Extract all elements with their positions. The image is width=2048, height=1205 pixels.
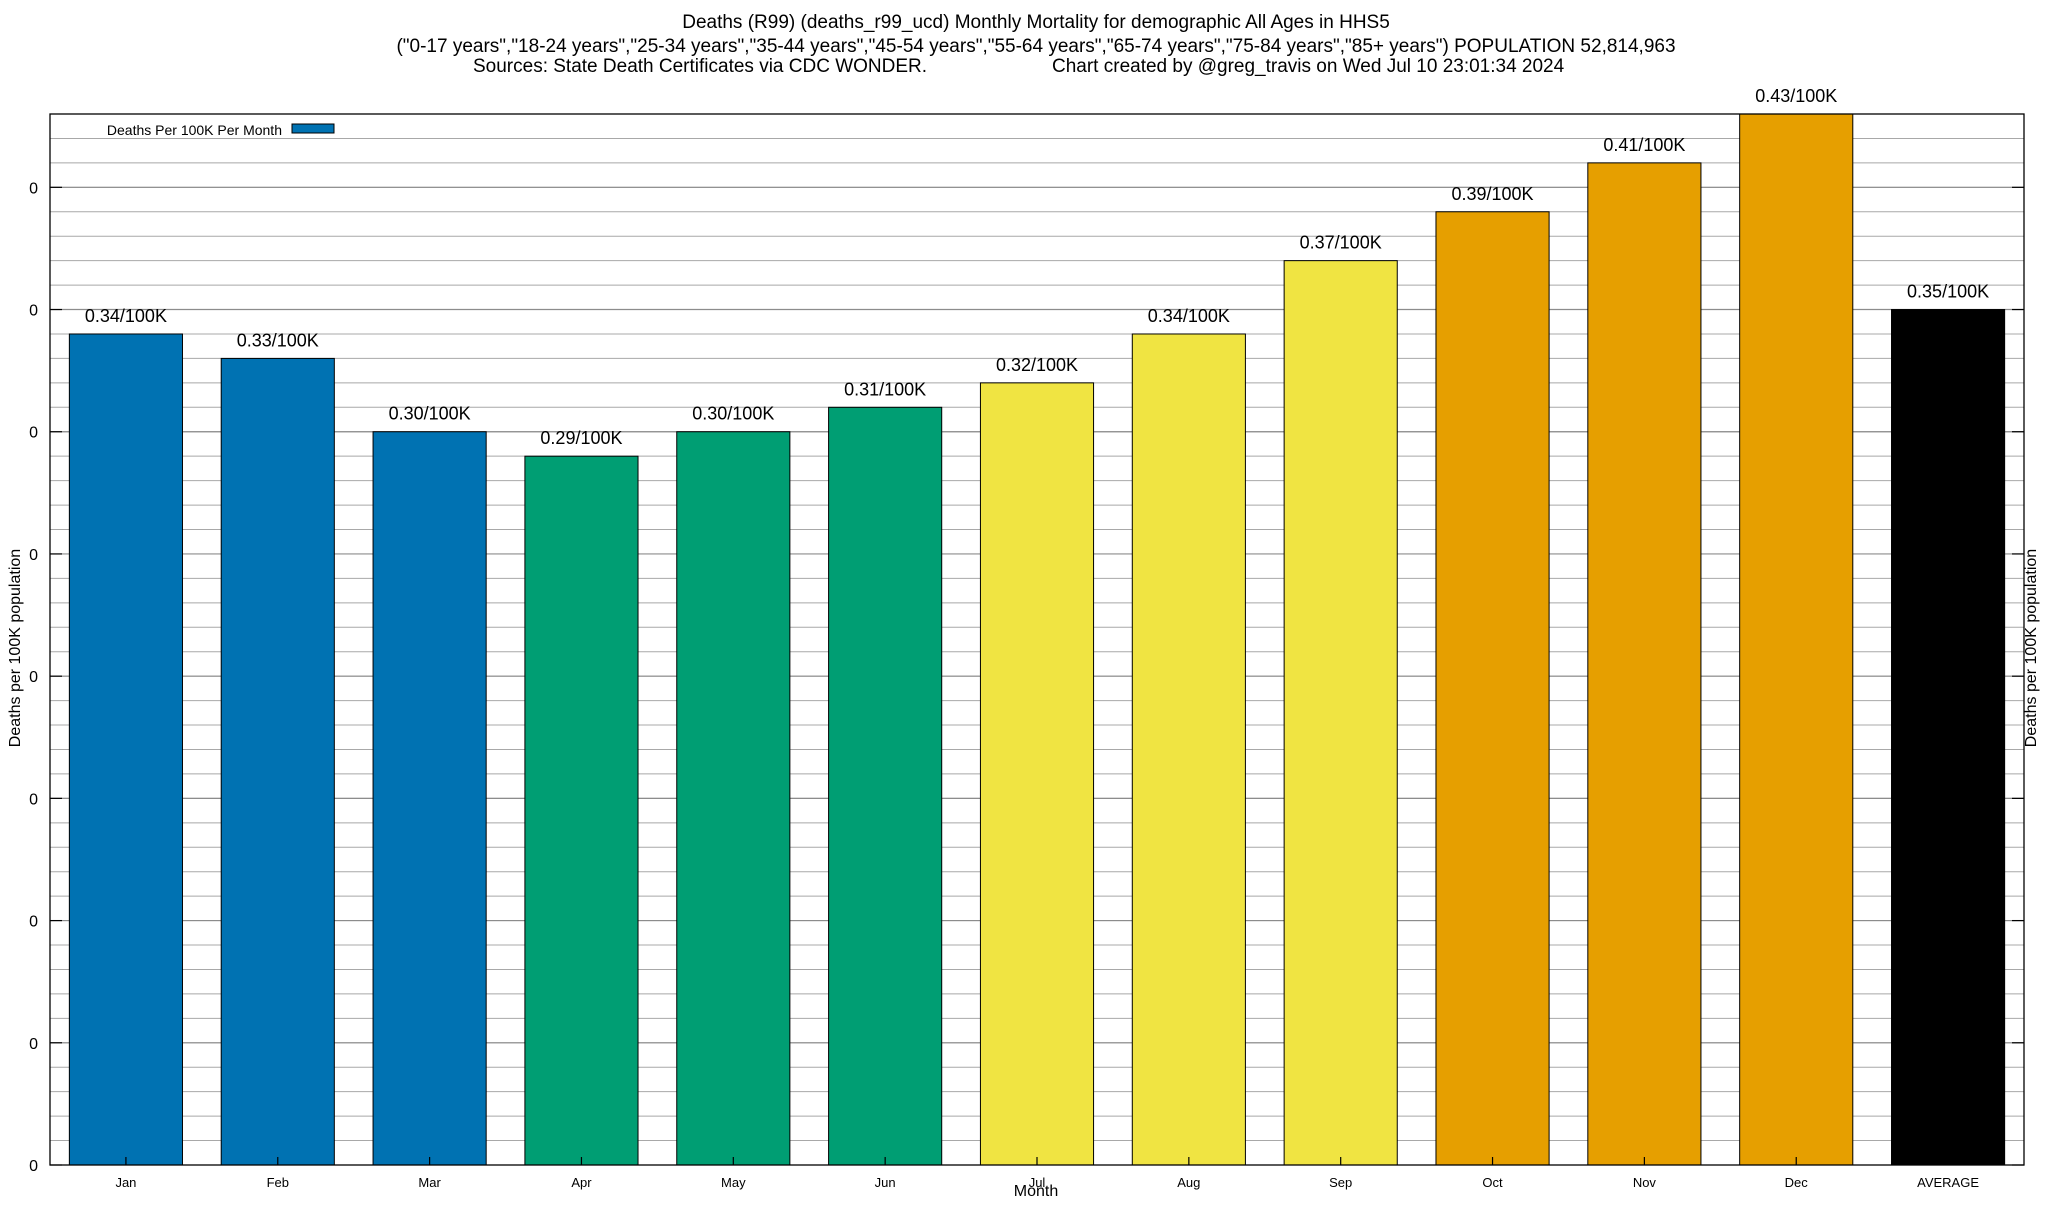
y-tick-label: 0: [29, 669, 38, 686]
y-tick-label: 0: [29, 914, 38, 931]
bar: [68, 333, 183, 1166]
legend: Deaths Per 100K Per Month: [107, 122, 335, 138]
y-tick-label: 0: [29, 303, 38, 320]
bars: [68, 113, 2006, 1166]
source-note: Sources: State Death Certificates via CD…: [473, 56, 927, 77]
x-tick-label: Sep: [1329, 1175, 1352, 1190]
x-tick-label: AVERAGE: [1917, 1175, 1979, 1190]
bar: [676, 431, 791, 1166]
x-tick-label: Nov: [1633, 1175, 1657, 1190]
x-tick-label: Feb: [267, 1175, 289, 1190]
y-tick-label: 0: [29, 1158, 38, 1175]
x-tick-label: Aug: [1177, 1175, 1200, 1190]
bar: [524, 455, 639, 1166]
bar-data-label: 0.32/100K: [996, 355, 1078, 375]
chart-title: Deaths (R99) (deaths_r99_ucd) Monthly Mo…: [682, 12, 1390, 33]
bar-data-label: 0.33/100K: [237, 330, 319, 350]
bar: [1739, 113, 1854, 1166]
legend-swatch: [291, 123, 335, 134]
y-tick-label: 0: [29, 1036, 38, 1053]
x-axis-title: Month: [1014, 1183, 1058, 1200]
bar: [979, 382, 1095, 1166]
bar-data-label: 0.30/100K: [389, 404, 471, 424]
bar-data-label: 0.29/100K: [540, 428, 622, 448]
y-tick-label: 0: [29, 547, 38, 564]
y-tick-label: 0: [29, 791, 38, 808]
bar: [1587, 162, 1702, 1166]
y-tick-label: 0: [29, 425, 38, 442]
bar-data-label: 0.43/100K: [1755, 86, 1837, 106]
credit-note: Chart created by @greg_travis on Wed Jul…: [1052, 56, 1565, 77]
x-tick-label: Mar: [418, 1175, 441, 1190]
bar-data-label: 0.30/100K: [692, 404, 774, 424]
bar: [828, 406, 943, 1166]
bar-data-label: 0.34/100K: [85, 306, 167, 326]
x-tick-label: Dec: [1785, 1175, 1809, 1190]
y-axis-title-left: Deaths per 100K population: [7, 549, 24, 747]
x-tick-label: May: [721, 1175, 746, 1190]
bar: [1131, 333, 1246, 1166]
x-tick-label: Jun: [875, 1175, 896, 1190]
y-tick-label: 0: [29, 180, 38, 197]
bar-data-label: 0.31/100K: [844, 379, 926, 399]
bar-data-label: 0.35/100K: [1907, 282, 1989, 302]
x-tick-label: Apr: [571, 1175, 592, 1190]
bar-data-label: 0.34/100K: [1148, 306, 1230, 326]
bar: [1891, 309, 2006, 1166]
bar-data-label: 0.37/100K: [1300, 233, 1382, 253]
legend-label: Deaths Per 100K Per Month: [107, 122, 282, 138]
bar: [220, 357, 335, 1166]
x-tick-label: Jan: [115, 1175, 136, 1190]
bar: [1435, 211, 1550, 1166]
bar-data-label: 0.39/100K: [1451, 184, 1533, 204]
bar-labels: 0.34/100K 0.33/100K 0.30/100K 0.29/100K 0.30…: [85, 86, 1989, 448]
x-tick-label: Oct: [1482, 1175, 1503, 1190]
x-tick-label: Jul: [1029, 1175, 1046, 1190]
axis-ticks: 0 0 0 0 0 0 0 0 0 Jan Feb Mar Apr May Jun Jul Aug Sep Oct N…: [29, 180, 2024, 1190]
bar: [1283, 260, 1398, 1166]
chart-subtitle: ("0-17 years","18-24 years","25-34 years…: [396, 36, 1675, 57]
y-axis-title-right: Deaths per 100K population: [2023, 549, 2040, 747]
bar-data-label: 0.41/100K: [1603, 135, 1685, 155]
bar: [372, 431, 487, 1166]
